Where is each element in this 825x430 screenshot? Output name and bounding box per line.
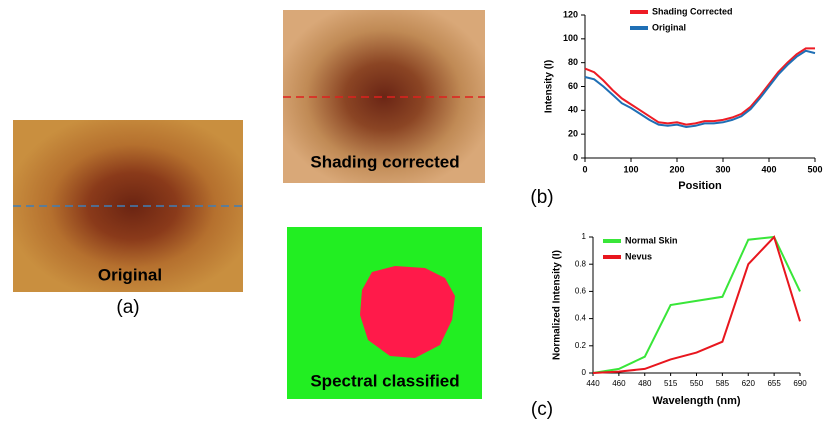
x-tick-label: 585 [716, 379, 730, 388]
x-tick-label: 655 [767, 379, 781, 388]
x-tick-label: 515 [664, 379, 678, 388]
legend-label: Normal Skin [625, 235, 678, 245]
legend-label: Original [652, 22, 686, 32]
x-tick-label: 100 [623, 164, 638, 174]
x-tick-label: 620 [742, 379, 756, 388]
caption: Spectral classified [310, 371, 459, 390]
legend-label: Nevus [625, 251, 652, 261]
series-line [585, 48, 815, 124]
y-tick-label: 0.6 [575, 287, 587, 296]
y-tick-label: 0.2 [575, 341, 587, 350]
panel-label: (a) [116, 297, 139, 318]
x-tick-label: 440 [586, 379, 600, 388]
panel-label: (b) [530, 187, 553, 208]
y-tick-label: 1 [582, 232, 587, 241]
y-axis-label: Normalized Intensity (I) [552, 250, 563, 360]
x-tick-label: 0 [582, 164, 587, 174]
x-tick-label: 690 [793, 379, 807, 388]
y-tick-label: 0.4 [575, 314, 587, 323]
figure: Original (a) Shading corrected Spectral … [0, 0, 825, 430]
x-tick-label: 300 [715, 164, 730, 174]
x-axis-label: Position [678, 180, 722, 192]
legend-label: Shading Corrected [652, 6, 733, 16]
x-tick-label: 480 [638, 379, 652, 388]
y-tick-label: 60 [568, 81, 578, 91]
y-tick-label: 0 [573, 152, 578, 162]
x-tick-label: 550 [690, 379, 704, 388]
y-tick-label: 120 [563, 9, 578, 19]
y-tick-label: 40 [568, 105, 578, 115]
x-tick-label: 460 [612, 379, 626, 388]
panel-label: (c) [531, 399, 553, 420]
y-tick-label: 0.8 [575, 259, 587, 268]
x-tick-label: 200 [669, 164, 684, 174]
x-tick-label: 500 [807, 164, 822, 174]
y-tick-label: 100 [563, 33, 578, 43]
y-tick-label: 0 [582, 368, 587, 377]
caption: Shading corrected [310, 152, 459, 171]
caption: Original [98, 265, 162, 284]
series-line [585, 51, 815, 127]
y-tick-label: 20 [568, 129, 578, 139]
x-tick-label: 400 [761, 164, 776, 174]
x-axis-label: Wavelength (nm) [652, 395, 741, 407]
y-tick-label: 80 [568, 57, 578, 67]
y-axis-label: Intensity (I) [544, 60, 555, 113]
